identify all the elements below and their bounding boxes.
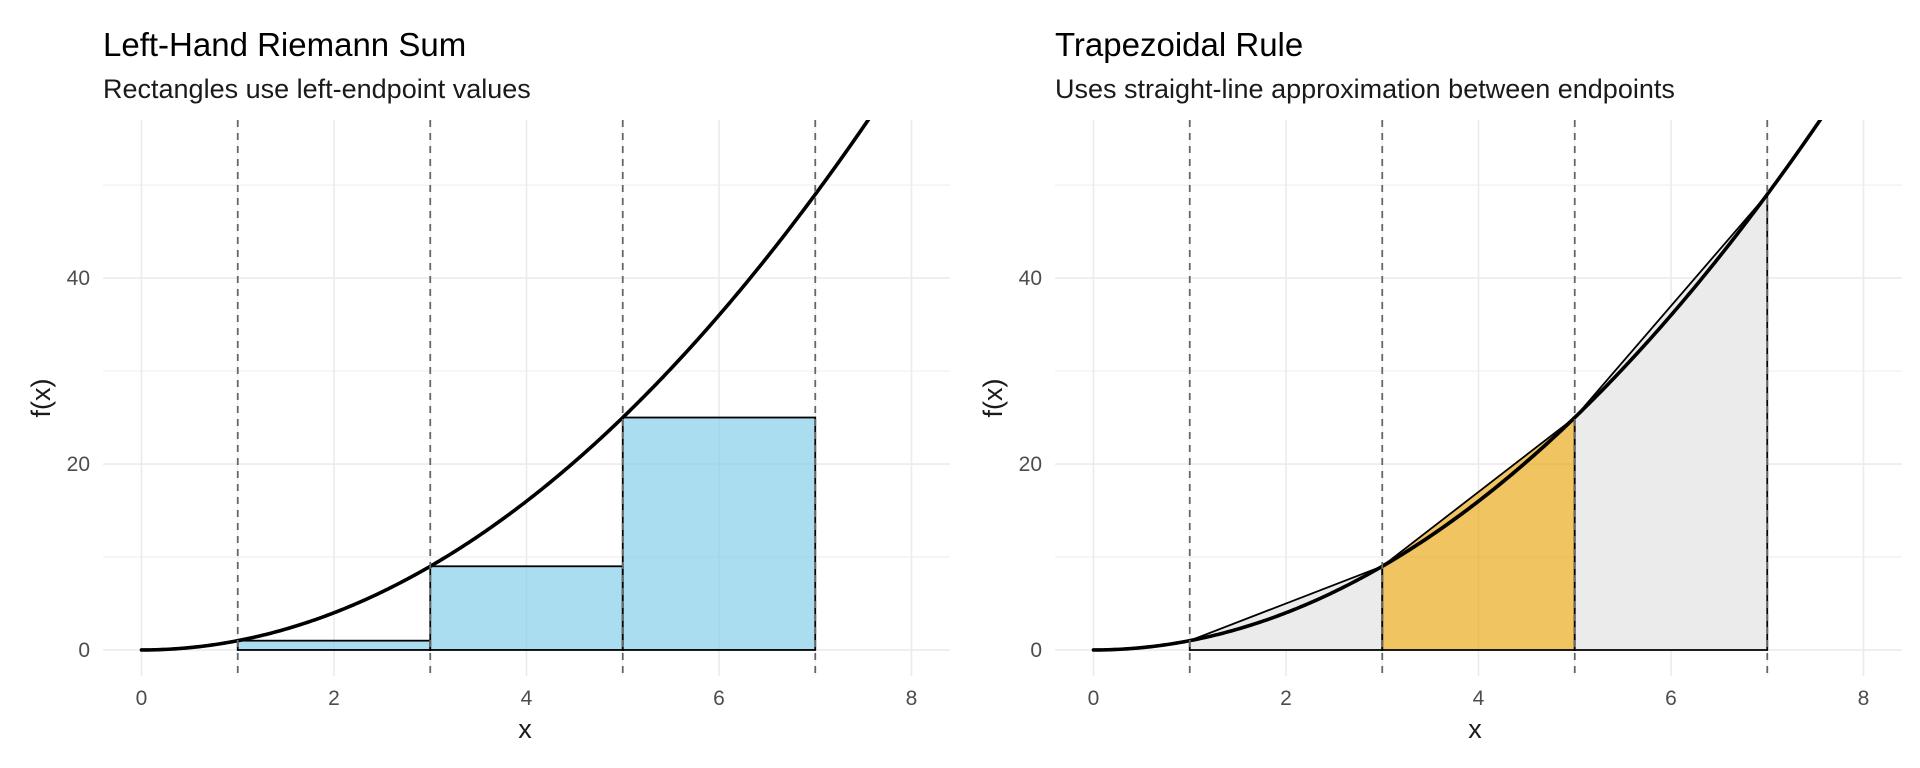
- y-tick-label: 20: [1019, 453, 1042, 476]
- y-axis-label: f(x): [26, 379, 56, 418]
- panel-title: Left-Hand Riemann Sum: [103, 26, 466, 63]
- x-tick-label: 8: [1858, 687, 1870, 710]
- x-axis-label: x: [518, 714, 532, 744]
- x-tick-label: 2: [1280, 687, 1292, 710]
- function-curve-path: [139, 120, 871, 652]
- riemann-rectangle: [236, 639, 432, 651]
- y-axis-label: f(x): [978, 379, 1008, 418]
- y-tick-label: 40: [67, 267, 90, 290]
- riemann-rectangle: [429, 565, 624, 651]
- partition-lines: [236, 120, 817, 676]
- partition-lines: [1188, 120, 1769, 676]
- panel-subtitle: Rectangles use left-endpoint values: [103, 74, 531, 104]
- function-curve: [1091, 120, 1823, 652]
- x-tick-label: 8: [906, 687, 918, 710]
- panel-subtitle: Uses straight-line approximation between…: [1055, 74, 1675, 104]
- function-curve-path: [1091, 120, 1823, 652]
- y-tick-label: 40: [1019, 267, 1042, 290]
- y-axis-ticks: 0 20 40: [67, 267, 90, 662]
- function-curve: [139, 120, 871, 652]
- x-tick-label: 6: [1665, 687, 1677, 710]
- x-axis-label: x: [1468, 714, 1482, 744]
- y-axis-ticks: 0 20 40: [1019, 267, 1042, 662]
- x-tick-label: 0: [1088, 687, 1100, 710]
- x-tick-label: 0: [136, 687, 148, 710]
- x-tick-label: 4: [521, 687, 533, 710]
- x-axis-ticks: 0 2 4 6 8: [1088, 687, 1870, 710]
- x-tick-label: 2: [328, 687, 340, 710]
- x-axis-ticks: 0 2 4 6 8: [136, 687, 918, 710]
- riemann-rectangles: [236, 416, 817, 651]
- riemann-rectangle: [621, 416, 817, 651]
- y-tick-label: 20: [67, 453, 90, 476]
- x-tick-label: 6: [713, 687, 725, 710]
- x-tick-label: 4: [1473, 687, 1485, 710]
- panel-title: Trapezoidal Rule: [1055, 26, 1303, 63]
- y-tick-label: 0: [78, 639, 90, 662]
- trapezoidal-panel: Trapezoidal Rule Uses straight-line appr…: [978, 26, 1902, 744]
- y-tick-label: 0: [1030, 639, 1042, 662]
- left-riemann-panel: Left-Hand Riemann Sum Rectangles use lef…: [26, 26, 950, 744]
